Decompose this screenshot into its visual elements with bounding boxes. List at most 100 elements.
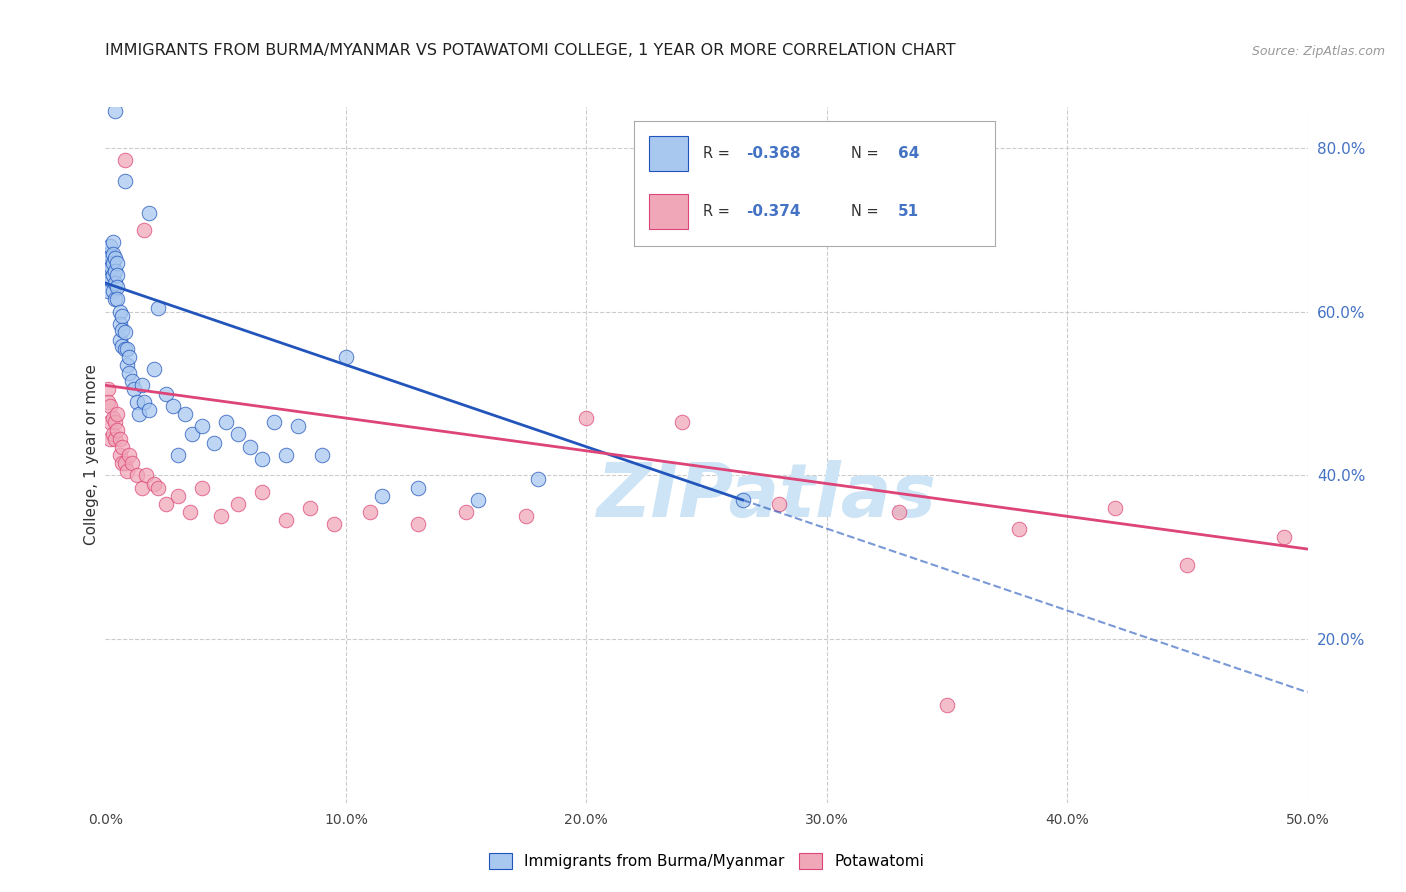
Point xyxy=(101,268,124,282)
Point xyxy=(104,252,127,266)
Point xyxy=(107,280,129,294)
Text: Source: ZipAtlas.com: Source: ZipAtlas.com xyxy=(1251,45,1385,58)
Bar xyxy=(648,136,689,171)
Point xyxy=(322,517,344,532)
Point xyxy=(131,481,153,495)
Point xyxy=(118,366,141,380)
Point xyxy=(114,456,136,470)
Point xyxy=(406,517,429,532)
Point xyxy=(371,489,394,503)
Point xyxy=(104,432,127,446)
Point xyxy=(101,247,124,261)
Point xyxy=(250,452,273,467)
Bar xyxy=(648,194,689,228)
Point xyxy=(467,492,489,507)
Point xyxy=(166,489,188,503)
Point xyxy=(108,448,131,462)
Point xyxy=(98,247,121,261)
Point xyxy=(128,407,150,421)
Point xyxy=(115,358,138,372)
Point xyxy=(671,415,693,429)
Point xyxy=(298,501,321,516)
Point xyxy=(108,334,131,348)
Point xyxy=(107,255,129,269)
Point xyxy=(1175,558,1198,573)
Point xyxy=(131,378,153,392)
Point xyxy=(1272,530,1295,544)
Point xyxy=(155,497,177,511)
Point xyxy=(98,415,121,429)
Point xyxy=(731,492,754,507)
Point xyxy=(115,342,138,356)
Point xyxy=(936,698,959,712)
Point xyxy=(406,481,429,495)
Point xyxy=(107,268,129,282)
Point xyxy=(100,260,122,274)
Point xyxy=(111,456,134,470)
Point xyxy=(239,440,262,454)
Point xyxy=(114,325,136,339)
Point xyxy=(226,427,249,442)
Point xyxy=(142,362,165,376)
Point xyxy=(121,456,143,470)
Point xyxy=(111,323,134,337)
Point xyxy=(115,464,138,478)
Point xyxy=(104,415,127,429)
Point xyxy=(214,415,236,429)
Point xyxy=(359,505,381,519)
Legend: Immigrants from Burma/Myanmar, Potawatomi: Immigrants from Burma/Myanmar, Potawatom… xyxy=(482,847,931,875)
Point xyxy=(263,415,285,429)
Point xyxy=(454,505,477,519)
Point xyxy=(287,419,309,434)
Point xyxy=(250,484,273,499)
Point xyxy=(98,264,121,278)
Point xyxy=(97,383,120,397)
Point xyxy=(98,399,121,413)
Point xyxy=(108,432,131,446)
Point xyxy=(114,153,136,168)
Point xyxy=(104,293,127,307)
Point xyxy=(101,255,124,269)
Point xyxy=(114,342,136,356)
Point xyxy=(107,407,129,421)
Point xyxy=(111,440,134,454)
Point xyxy=(98,272,121,286)
Text: N =: N = xyxy=(851,203,883,219)
Point xyxy=(138,403,160,417)
Point xyxy=(1104,501,1126,516)
Point xyxy=(138,206,160,220)
Point xyxy=(125,468,148,483)
Point xyxy=(527,473,550,487)
Point xyxy=(190,419,212,434)
Point xyxy=(97,255,120,269)
Point xyxy=(101,284,124,298)
Point xyxy=(132,223,155,237)
Point xyxy=(125,394,148,409)
Point xyxy=(135,468,157,483)
Point xyxy=(108,317,131,331)
Point xyxy=(155,386,177,401)
Point xyxy=(114,174,136,188)
Point xyxy=(111,339,134,353)
Point xyxy=(98,239,121,253)
Point xyxy=(179,505,201,519)
Point xyxy=(148,301,170,315)
Point xyxy=(101,411,124,425)
Point xyxy=(97,284,120,298)
Point xyxy=(335,350,357,364)
Point xyxy=(111,309,134,323)
Point xyxy=(274,448,297,462)
Point xyxy=(190,481,212,495)
Point xyxy=(107,423,129,437)
Text: R =: R = xyxy=(703,203,734,219)
Point xyxy=(768,497,790,511)
Point xyxy=(101,235,124,249)
Point xyxy=(173,407,195,421)
Point xyxy=(311,448,333,462)
Point xyxy=(121,374,143,388)
Text: 64: 64 xyxy=(897,146,920,161)
Text: 51: 51 xyxy=(897,203,918,219)
Point xyxy=(118,350,141,364)
Point xyxy=(181,427,204,442)
Point xyxy=(209,509,232,524)
